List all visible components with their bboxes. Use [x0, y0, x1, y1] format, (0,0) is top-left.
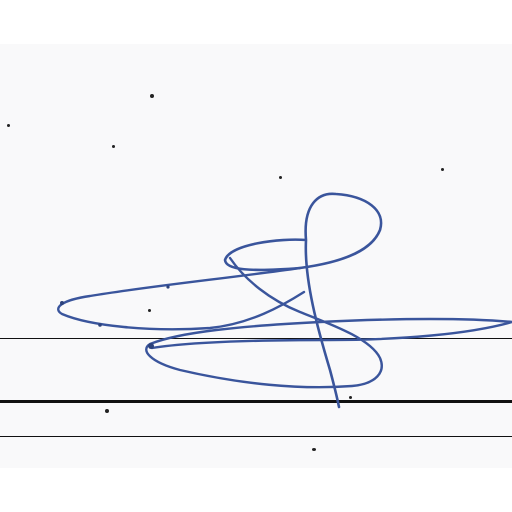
paper-background [0, 44, 512, 468]
signature-ink-dot [166, 285, 170, 289]
dust-speck [150, 94, 154, 98]
dust-speck [112, 145, 115, 148]
signature-stroke-descender [223, 192, 383, 409]
dust-speck [105, 409, 109, 413]
dust-speck [279, 176, 282, 179]
dust-speck [441, 168, 444, 171]
signature-ink-dot [98, 323, 102, 327]
signature-ink-dot [60, 301, 64, 305]
baseline-line [0, 400, 512, 403]
upper-guide-line [0, 338, 512, 339]
dust-speck [148, 309, 151, 312]
dust-speck [312, 448, 316, 451]
signature-ink-dot [148, 343, 154, 349]
dust-speck [349, 396, 352, 399]
dust-speck [7, 124, 10, 127]
signature-stroke-bowl [145, 256, 512, 389]
lower-guide-line [0, 436, 512, 437]
signature-stroke-left-loop [57, 266, 306, 331]
